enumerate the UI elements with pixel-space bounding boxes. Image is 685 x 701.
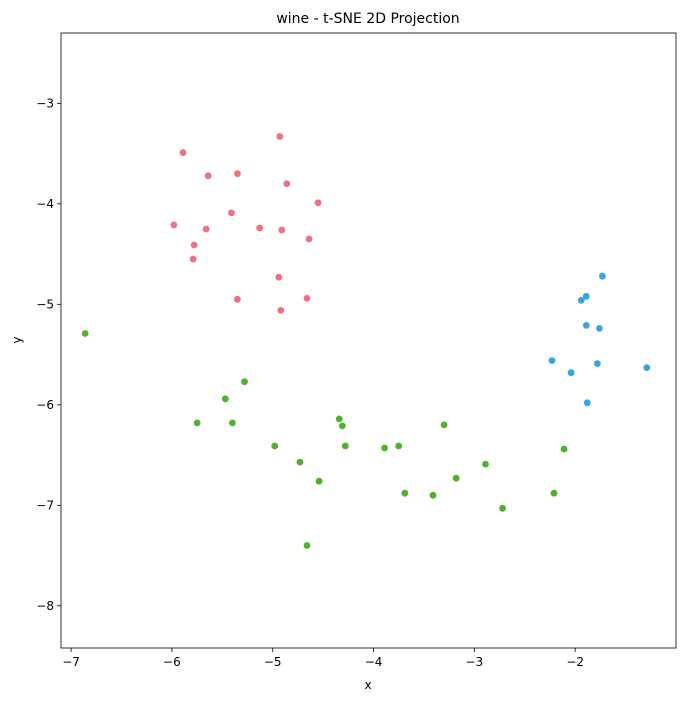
chart-title: wine - t-SNE 2D Projection bbox=[276, 11, 459, 27]
data-point-s2-20 bbox=[499, 504, 506, 512]
data-point-s1-8 bbox=[567, 369, 575, 377]
data-point-s2-6 bbox=[338, 422, 346, 430]
data-point-s2-0 bbox=[81, 330, 89, 337]
y-tick-label: −4 bbox=[36, 197, 54, 211]
data-point-s0-14 bbox=[275, 273, 283, 281]
x-tick-label: −7 bbox=[62, 655, 80, 669]
data-point-s0-13 bbox=[189, 255, 197, 263]
data-point-s0-5 bbox=[314, 199, 322, 207]
data-point-s2-12 bbox=[560, 445, 568, 453]
y-tick-label: −7 bbox=[36, 498, 54, 512]
data-point-s0-15 bbox=[234, 295, 241, 303]
data-point-s0-12 bbox=[190, 241, 198, 249]
data-point-s2-14 bbox=[482, 460, 489, 468]
data-point-s0-16 bbox=[303, 294, 311, 302]
y-tick-label: −6 bbox=[36, 398, 54, 412]
data-point-s1-6 bbox=[594, 360, 601, 367]
data-point-s0-6 bbox=[228, 209, 235, 217]
data-point-s2-7 bbox=[440, 421, 448, 429]
data-point-s0-2 bbox=[204, 172, 212, 180]
data-point-s0-1 bbox=[179, 149, 187, 157]
data-point-s2-5 bbox=[335, 415, 343, 423]
y-axis-ticks: −8 −7 −6 −5 −4 −3 bbox=[36, 96, 61, 613]
x-axis-ticks: −7 −6 −5 −4 −3 −2 bbox=[62, 648, 584, 669]
data-point-s1-2 bbox=[577, 296, 585, 304]
data-point-s2-13 bbox=[296, 458, 304, 466]
data-point-s0-17 bbox=[277, 307, 285, 314]
data-point-s2-8 bbox=[271, 442, 279, 450]
data-point-s2-19 bbox=[550, 489, 558, 497]
data-point-s2-10 bbox=[381, 444, 388, 452]
data-point-s2-21 bbox=[303, 542, 311, 549]
data-point-s0-10 bbox=[278, 226, 286, 234]
data-point-s2-1 bbox=[241, 378, 248, 386]
data-point-s2-4 bbox=[229, 419, 236, 427]
data-point-s2-16 bbox=[452, 474, 460, 482]
data-point-s2-3 bbox=[193, 419, 201, 427]
data-point-s0-9 bbox=[202, 225, 210, 233]
data-point-s0-11 bbox=[305, 235, 313, 243]
y-tick-label: −3 bbox=[36, 96, 54, 110]
data-point-s1-5 bbox=[548, 357, 556, 364]
data-point-s1-4 bbox=[596, 325, 603, 332]
x-axis-label: x bbox=[364, 678, 371, 692]
plot-frame bbox=[60, 32, 677, 649]
data-point-s2-9 bbox=[341, 442, 349, 450]
data-point-s0-3 bbox=[234, 170, 241, 178]
x-tick-label: −6 bbox=[163, 655, 181, 669]
y-tick-label: −5 bbox=[36, 297, 54, 311]
data-point-s2-18 bbox=[429, 491, 437, 499]
data-point-s0-4 bbox=[283, 180, 291, 188]
x-tick-label: −5 bbox=[264, 655, 282, 669]
x-tick-label: −3 bbox=[466, 655, 484, 669]
data-point-s2-2 bbox=[221, 395, 229, 403]
x-tick-label: −4 bbox=[365, 655, 383, 669]
data-point-s0-7 bbox=[170, 221, 178, 229]
data-point-s2-17 bbox=[401, 489, 409, 497]
x-tick-label: −2 bbox=[566, 655, 584, 669]
data-point-s0-8 bbox=[256, 224, 263, 232]
data-point-s1-0 bbox=[599, 272, 606, 280]
data-point-s1-9 bbox=[583, 399, 591, 407]
y-tick-label: −8 bbox=[36, 599, 54, 613]
data-point-s0-0 bbox=[276, 133, 284, 140]
data-point-s1-7 bbox=[643, 364, 651, 371]
data-point-s1-1 bbox=[582, 292, 590, 300]
data-point-s2-11 bbox=[395, 442, 403, 450]
y-axis-label: y bbox=[10, 336, 24, 343]
data-points bbox=[81, 133, 651, 549]
data-point-s1-3 bbox=[582, 322, 590, 329]
data-point-s2-15 bbox=[315, 477, 323, 485]
